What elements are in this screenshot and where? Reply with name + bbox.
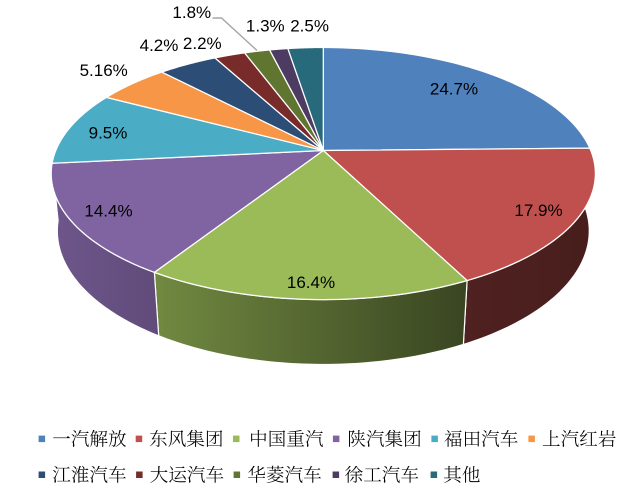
svg-text:17.9%: 17.9%	[514, 201, 562, 220]
svg-text:4.2%: 4.2%	[140, 36, 179, 55]
svg-text:5.16%: 5.16%	[80, 61, 128, 80]
svg-text:2.2%: 2.2%	[183, 34, 222, 53]
svg-text:24.7%: 24.7%	[430, 80, 478, 99]
svg-text:2.5%: 2.5%	[290, 16, 329, 35]
svg-text:16.4%: 16.4%	[287, 273, 335, 292]
svg-text:9.5%: 9.5%	[89, 124, 128, 143]
svg-text:1.8%: 1.8%	[172, 3, 211, 22]
svg-text:14.4%: 14.4%	[84, 202, 132, 221]
svg-text:1.3%: 1.3%	[246, 16, 285, 35]
